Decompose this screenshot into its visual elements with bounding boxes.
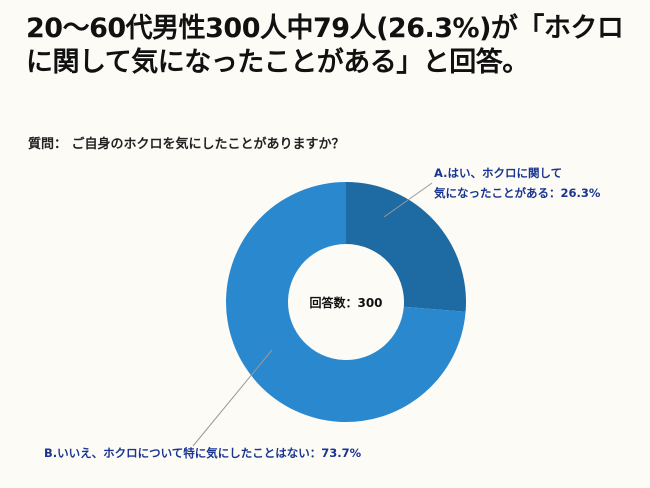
slice-b xyxy=(226,182,466,422)
label-a: A.はい、ホクロに関して 気になったことがある：26.3% xyxy=(434,163,600,203)
page-title: 20〜60代男性300人中79人(26.3%)が「ホクロに関して気になったことが… xyxy=(26,13,624,78)
label-a-line2: 気になったことがある：26.3% xyxy=(434,186,601,200)
label-b: B.いいえ、ホクロについて特に気にしたことはない：73.7% xyxy=(44,446,362,460)
question-text: 質問： ご自身のホクロを気にしたことがありますか？ xyxy=(28,137,345,152)
label-a-line1: A.はい、ホクロに関して xyxy=(434,166,563,180)
center-label: 回答数：300 xyxy=(309,296,383,310)
leader-line-b xyxy=(192,349,273,447)
slice-a xyxy=(346,182,467,312)
leader-line-a xyxy=(383,182,433,218)
